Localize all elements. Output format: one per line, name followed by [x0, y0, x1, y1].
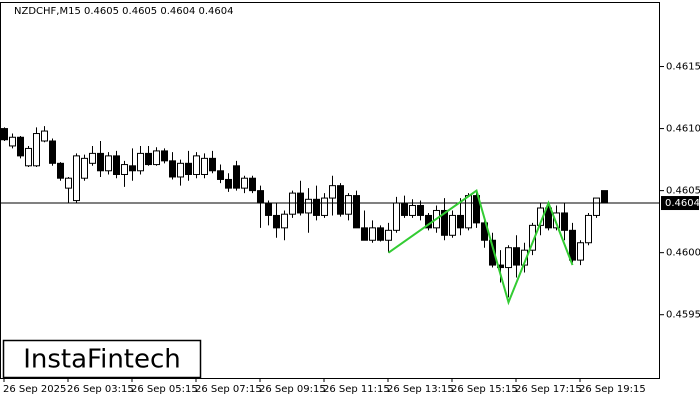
candle-body: [545, 207, 552, 229]
candle-body: [281, 213, 288, 229]
pattern-line: [387, 188, 574, 306]
candle-body: [377, 227, 384, 241]
candle-body: [9, 136, 16, 147]
y-tick-label: 0.4605: [666, 186, 700, 197]
candle-body: [89, 152, 96, 164]
watermark: InstaFintech: [23, 345, 181, 375]
candle-body: [249, 177, 256, 192]
candle-body: [449, 214, 456, 236]
candle-body: [321, 197, 328, 216]
x-tick-label: 26 Sep 07:15: [195, 384, 262, 395]
x-tick-label: 26 Sep 17:15: [515, 384, 582, 395]
candle-body: [217, 170, 224, 180]
x-tick-label: 26 Sep 03:15: [67, 384, 134, 395]
candle-body: [137, 152, 144, 172]
candle-body: [233, 165, 240, 189]
candle-body: [289, 192, 296, 215]
last-price-label: 0.4604: [665, 198, 700, 209]
candle-body: [57, 162, 64, 179]
candle-body: [17, 136, 24, 157]
candle-body: [369, 227, 376, 241]
candle-body: [513, 247, 520, 266]
candle-body: [121, 164, 128, 175]
candle-body: [401, 202, 408, 216]
y-tick-label: 0.4610: [666, 124, 700, 135]
candle-body: [409, 205, 416, 216]
x-tick-label: 26 Sep 19:15: [579, 384, 646, 395]
y-tick-label: 0.4615: [666, 62, 700, 73]
candle-body: [1, 128, 8, 141]
candle-body: [569, 229, 576, 261]
x-tick-label: 26 Sep 11:15: [323, 384, 390, 395]
candle-body: [201, 157, 208, 175]
candle-body: [105, 155, 112, 172]
x-tick-label: 26 Sep 09:15: [259, 384, 326, 395]
candle-body: [65, 177, 72, 189]
x-tick-label: 26 Sep 2025: [3, 384, 66, 395]
candle-body: [337, 185, 344, 215]
candle-body: [561, 212, 568, 231]
candle-body: [73, 155, 80, 202]
candle-body: [441, 209, 448, 236]
candle-body: [553, 212, 560, 229]
candle-body: [129, 165, 136, 172]
y-tick-label: 0.4600: [666, 248, 700, 259]
candle-body: [113, 155, 120, 175]
candle-body: [161, 150, 168, 162]
candle-body: [385, 229, 392, 241]
candle-body: [169, 160, 176, 178]
candle-body: [305, 198, 312, 214]
candle-body: [457, 214, 464, 229]
candle-body: [313, 198, 320, 216]
candle-body: [465, 195, 472, 229]
candle-body: [97, 152, 104, 172]
watermark-box: [2, 339, 202, 379]
candle-body: [329, 185, 336, 199]
candle-body: [393, 202, 400, 231]
x-tick-label: 26 Sep 13:15: [387, 384, 454, 395]
candle-body: [353, 195, 360, 229]
x-tick-label: 26 Sep 15:15: [451, 384, 518, 395]
plot-frame: [0, 2, 660, 379]
candle-body: [417, 205, 424, 216]
candle-body: [345, 195, 352, 215]
candle-body: [241, 177, 248, 189]
candle-body: [33, 133, 40, 167]
candle-body: [601, 190, 608, 204]
candle-body: [593, 197, 600, 216]
chart-title: NZDCHF,M15 0.4605 0.4605 0.4604 0.4604: [14, 6, 234, 17]
candle-body: [273, 214, 280, 229]
candle-body: [265, 202, 272, 216]
candle-body: [257, 190, 264, 204]
candle-body: [41, 130, 48, 142]
candle-body: [153, 150, 160, 166]
candle-body: [49, 140, 56, 164]
candle-body: [577, 242, 584, 261]
candle-body: [177, 162, 184, 178]
candle-body: [193, 155, 200, 175]
candle-body: [489, 239, 496, 266]
candle-body: [185, 162, 192, 175]
candle-body: [505, 247, 512, 269]
candle-body: [25, 147, 32, 167]
candle-body: [145, 152, 152, 166]
candle-body: [81, 157, 88, 179]
candle-body: [225, 178, 232, 189]
last-price-box: [661, 196, 699, 211]
candle-body: [361, 227, 368, 241]
candle-body: [585, 214, 592, 244]
x-tick-label: 26 Sep 05:15: [131, 384, 198, 395]
candle-body: [473, 195, 480, 224]
y-tick-label: 0.4595: [666, 310, 700, 321]
candle-body: [209, 157, 216, 172]
